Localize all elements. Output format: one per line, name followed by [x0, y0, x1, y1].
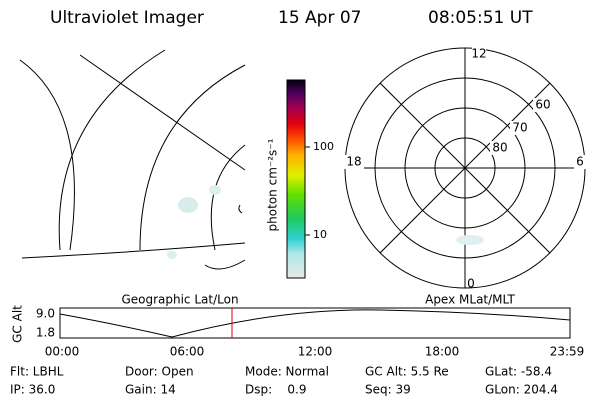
status-field: GLon: 204.4	[485, 383, 558, 397]
mlat-label: 70	[512, 121, 527, 135]
y-tick-label: 1.8	[36, 326, 55, 340]
x-tick-label: 06:00	[170, 345, 205, 359]
panel-label: Geographic Lat/Lon	[121, 293, 238, 307]
x-tick-label: 00:00	[45, 345, 80, 359]
mlt-label: 0	[467, 277, 475, 291]
status-field: GC Alt: 5.5 Re	[365, 365, 449, 379]
colorbar: 100 10 photon cm⁻²s⁻¹	[266, 79, 334, 279]
y-axis-label: GC Alt	[11, 305, 25, 343]
time: 08:05:51 UT	[428, 8, 533, 28]
colorbar-tick: 10	[313, 228, 327, 241]
title: Ultraviolet Imager	[50, 8, 204, 28]
altitude-plot: GC Alt 9.0 1.8 00:00 06:00 12:00 18:00 2…	[11, 305, 585, 359]
status-field: Gain: 14	[125, 383, 176, 397]
status-panel: Flt: LBHL Door: Open Mode: Normal GC Alt: 5…	[10, 365, 558, 397]
mlt-label: 18	[346, 155, 361, 169]
status-field: Door: Open	[125, 365, 194, 379]
polar-map: 12 18 6 0 60 70 80	[344, 46, 586, 291]
status-field: IP: 36.0	[10, 383, 55, 397]
mlt-label: 6	[576, 155, 584, 169]
status-field: GLat: -58.4	[485, 365, 552, 379]
mlat-label: 80	[492, 141, 507, 155]
colorbar-tick: 100	[313, 140, 334, 153]
mlt-label: 12	[471, 47, 486, 61]
mlat-label: 60	[535, 98, 550, 112]
geographic-map	[19, 49, 246, 270]
y-tick-label: 9.0	[36, 307, 55, 321]
colorbar-label: photon cm⁻²s⁻¹	[266, 138, 280, 231]
x-tick-label: 23:59	[550, 345, 585, 359]
status-field: Seq: 39	[365, 383, 411, 397]
status-field: Flt: LBHL	[10, 365, 64, 379]
date: 15 Apr 07	[278, 8, 361, 28]
panel-label: Apex MLat/MLT	[425, 293, 515, 307]
x-tick-label: 18:00	[425, 345, 460, 359]
status-field: Dsp: 0.9	[245, 383, 307, 397]
x-tick-label: 12:00	[298, 345, 333, 359]
status-field: Mode: Normal	[245, 365, 329, 379]
